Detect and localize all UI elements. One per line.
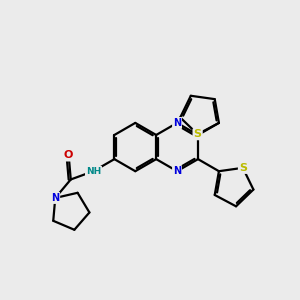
Text: S: S	[194, 129, 202, 139]
Text: N: N	[173, 166, 181, 176]
Text: N: N	[51, 193, 59, 203]
Text: O: O	[64, 150, 74, 161]
Text: O: O	[64, 150, 74, 161]
Text: N: N	[173, 166, 181, 176]
Text: N: N	[51, 193, 59, 203]
Text: NH: NH	[86, 167, 101, 176]
Text: S: S	[239, 163, 247, 173]
Text: NH: NH	[86, 167, 101, 176]
Text: N: N	[173, 118, 181, 128]
Text: S: S	[239, 163, 247, 173]
Text: N: N	[173, 118, 181, 128]
Text: S: S	[194, 129, 202, 139]
